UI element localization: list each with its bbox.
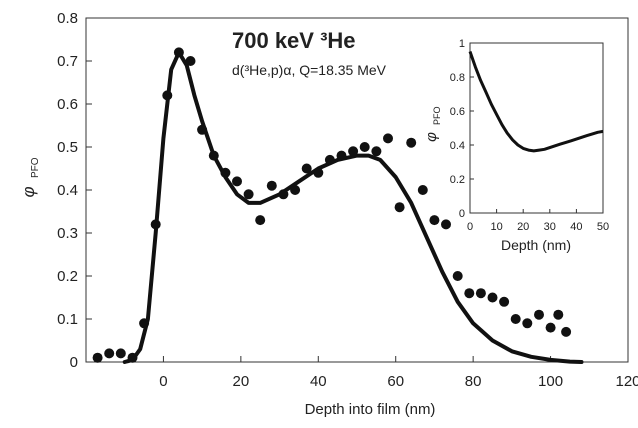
- chart-title: 700 keV ³He: [232, 28, 356, 53]
- inset-y-tick-label: 1: [459, 38, 465, 50]
- data-point: [255, 215, 266, 226]
- inset-x-tick-label: 40: [570, 221, 582, 233]
- main-x-tick-label: 40: [310, 373, 327, 390]
- main-y-tick-label: 0.7: [57, 53, 78, 70]
- main-x-tick-label: 80: [465, 373, 482, 390]
- inset-curve: [468, 51, 604, 153]
- inset-y-tick-label: 0.4: [450, 140, 465, 152]
- data-point: [185, 56, 196, 66]
- data-point: [278, 189, 289, 200]
- data-point: [208, 150, 219, 161]
- main-x-tick-label: 20: [233, 373, 250, 390]
- data-point: [383, 133, 393, 144]
- data-point: [290, 185, 301, 195]
- data-point: [115, 348, 126, 359]
- data-point: [522, 318, 533, 329]
- main-y-axis-subscript: PFO: [30, 157, 41, 178]
- main-y-tick-label: 0.6: [57, 96, 78, 113]
- data-point: [197, 124, 208, 135]
- inset-x-tick-label: 0: [467, 221, 473, 233]
- data-point: [429, 215, 440, 226]
- data-point: [92, 352, 103, 363]
- main-y-tick-label: 0.3: [57, 225, 78, 242]
- inset-x-tick-label: 50: [597, 221, 609, 233]
- data-point: [150, 219, 161, 230]
- inset-x-tick-label: 20: [517, 221, 529, 233]
- inset-y-tick-label: 0.2: [450, 174, 465, 186]
- data-point: [441, 219, 451, 230]
- main-x-tick-label: 60: [387, 373, 404, 390]
- inset-y-axis-title: φ PFO: [423, 106, 442, 141]
- data-point: [553, 309, 564, 320]
- inset-y-tick-label: 0.8: [450, 72, 465, 84]
- main-x-tick-label: 120: [615, 373, 638, 390]
- main-points-group: [92, 47, 572, 363]
- inset-y-tick-label: 0: [459, 208, 465, 220]
- inset-plot-frame: [469, 42, 604, 214]
- data-point: [127, 352, 138, 363]
- data-point: [220, 167, 231, 178]
- data-point: [348, 146, 359, 157]
- data-point: [301, 163, 312, 174]
- data-point: [452, 271, 463, 281]
- inset-plot-background: [470, 43, 603, 213]
- data-point: [371, 146, 382, 157]
- inset-x-tick-label: 30: [544, 221, 556, 233]
- main-y-tick-label: 0.1: [57, 311, 78, 328]
- chart-subtitle: d(³He,p)α, Q=18.35 MeV: [232, 62, 387, 78]
- main-y-tick-label: 0.8: [57, 10, 78, 27]
- data-point: [324, 154, 335, 165]
- main-y-tick-label: 0.4: [57, 182, 78, 199]
- data-point: [510, 314, 521, 324]
- inset-y-axis-subscript: PFO: [432, 106, 442, 125]
- main-y-tick-label: 0.2: [57, 268, 78, 285]
- data-point: [266, 180, 277, 191]
- data-point: [487, 292, 498, 303]
- data-point: [313, 167, 324, 178]
- inset-x-tick-label: 10: [490, 221, 502, 233]
- data-point: [417, 185, 428, 195]
- data-point: [499, 296, 510, 307]
- data-point: [406, 137, 417, 148]
- data-point: [359, 142, 370, 152]
- inset-x-axis-title: Depth (nm): [501, 237, 571, 253]
- data-point: [139, 318, 150, 329]
- data-point: [464, 288, 475, 299]
- data-point: [162, 90, 173, 101]
- inset-x-ticks: 0 10 20 30 40 50: [467, 209, 609, 233]
- main-y-ticks: 0 0.1 0.2 0.3 0.4 0.5 0.6 0.7 0.8: [57, 10, 92, 371]
- data-point: [534, 309, 544, 320]
- inset-y-axis-symbol: φ: [423, 132, 440, 142]
- main-x-axis-title: Depth into film (nm): [305, 401, 436, 418]
- data-point: [336, 150, 347, 161]
- inset-y-ticks: 0 0.2 0.4 0.6 0.8 1: [450, 38, 474, 220]
- main-x-tick-label: 0: [159, 373, 167, 390]
- main-y-axis-symbol: φ: [19, 186, 38, 197]
- data-point: [561, 326, 572, 337]
- main-y-tick-label: 0.5: [57, 139, 78, 156]
- data-point: [232, 176, 242, 187]
- data-point: [173, 47, 184, 58]
- inset-curve-group: [468, 51, 604, 153]
- data-point: [243, 189, 254, 200]
- data-point: [545, 322, 556, 333]
- data-point: [104, 348, 115, 359]
- inset-y-tick-label: 0.6: [450, 106, 465, 118]
- main-x-tick-label: 100: [538, 373, 563, 390]
- data-point: [475, 288, 486, 299]
- main-y-axis-title: φ PFO: [19, 157, 41, 197]
- data-point: [394, 202, 405, 213]
- main-y-tick-label: 0: [70, 354, 78, 371]
